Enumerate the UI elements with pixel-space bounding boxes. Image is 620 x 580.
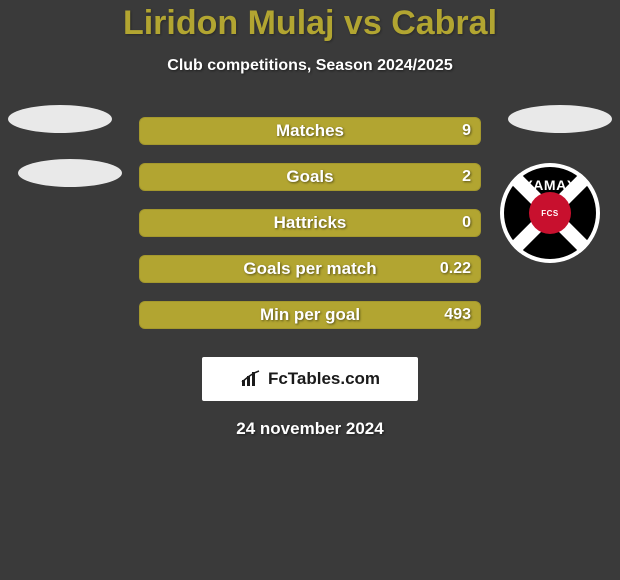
club-badge: XAMAX FCS — [500, 163, 600, 263]
bar-chart-icon — [240, 370, 262, 388]
date-text: 24 november 2024 — [0, 419, 620, 439]
brand-box[interactable]: FcTables.com — [202, 357, 418, 401]
stat-value-right: 0.22 — [440, 260, 471, 278]
stat-value-right: 9 — [462, 122, 471, 140]
club-badge-center: FCS — [529, 192, 571, 234]
stats-panel: XAMAX FCS Matches 9 Goals 2 Hattricks 0 … — [0, 117, 620, 329]
player-right-placeholder-top — [508, 105, 612, 133]
stat-row-matches: Matches 9 — [139, 117, 481, 145]
stat-row-goals-per-match: Goals per match 0.22 — [139, 255, 481, 283]
stat-label: Matches — [139, 121, 481, 141]
stat-row-goals: Goals 2 — [139, 163, 481, 191]
page-subtitle: Club competitions, Season 2024/2025 — [0, 57, 620, 75]
stat-value-right: 493 — [444, 306, 471, 324]
club-badge-top-text: XAMAX — [504, 177, 596, 193]
stat-value-right: 0 — [462, 214, 471, 232]
player-left-placeholder-bottom — [18, 159, 122, 187]
player-left-placeholder-top — [8, 105, 112, 133]
stat-label: Goals per match — [139, 259, 481, 279]
brand-text: FcTables.com — [268, 369, 380, 389]
page-title: Liridon Mulaj vs Cabral — [0, 0, 620, 43]
stat-label: Goals — [139, 167, 481, 187]
stat-value-right: 2 — [462, 168, 471, 186]
stat-label: Hattricks — [139, 213, 481, 233]
stat-row-hattricks: Hattricks 0 — [139, 209, 481, 237]
stat-row-min-per-goal: Min per goal 493 — [139, 301, 481, 329]
stat-label: Min per goal — [139, 305, 481, 325]
